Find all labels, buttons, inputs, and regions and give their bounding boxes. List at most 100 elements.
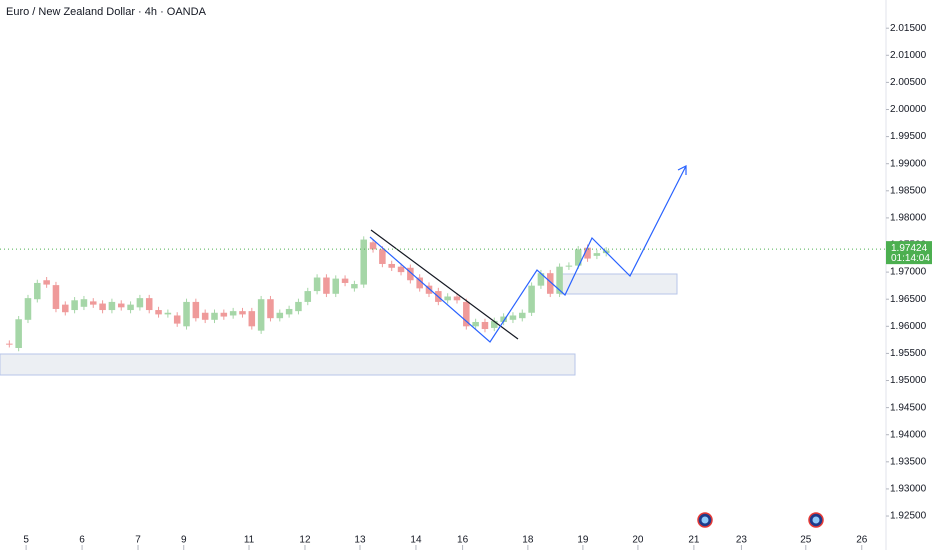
candle-body — [360, 239, 367, 285]
y-tick-label: 1.94500 — [890, 402, 927, 413]
candle-body — [34, 282, 41, 300]
y-tick-label: 2.01500 — [890, 23, 927, 34]
x-tick-label: 7 — [135, 535, 141, 546]
candle-body — [108, 301, 116, 311]
x-tick-label: 11 — [244, 535, 255, 546]
y-tick-label: 1.96000 — [890, 321, 927, 332]
candle-body — [136, 298, 144, 308]
x-tick-label: 20 — [632, 535, 644, 546]
candle-body — [173, 315, 181, 324]
candle-body — [369, 242, 377, 250]
x-tick-label: 26 — [856, 535, 868, 546]
x-tick-label: 21 — [688, 535, 700, 546]
candle-body — [332, 278, 340, 294]
candle-body — [546, 273, 554, 294]
y-tick-label: 1.98500 — [890, 185, 927, 196]
x-tick-label: 25 — [800, 535, 812, 546]
candle-body — [453, 296, 461, 301]
candle-body — [304, 291, 312, 302]
y-tick-label: 1.92500 — [890, 511, 927, 522]
candle-body — [99, 303, 106, 311]
trend-line — [370, 229, 519, 340]
candle-body — [379, 249, 386, 264]
candle-body — [341, 278, 349, 283]
x-tick-label: 23 — [736, 535, 748, 546]
candle-body — [584, 247, 591, 259]
x-tick-label: 13 — [354, 535, 366, 546]
y-tick-label: 1.95000 — [890, 375, 927, 386]
demand-zone — [559, 273, 678, 295]
candle-body — [80, 299, 88, 307]
candle-body — [500, 316, 507, 322]
x-tick-label: 5 — [23, 535, 29, 546]
y-tick-label: 1.99000 — [890, 158, 927, 169]
y-tick-label: 2.01000 — [890, 50, 927, 61]
candle-body — [397, 266, 405, 273]
candle-body — [127, 304, 134, 311]
y-tick-label: 1.98000 — [890, 213, 927, 224]
candle-body — [285, 308, 293, 315]
candle-body — [164, 312, 172, 315]
candle-body — [491, 320, 498, 328]
candle-body — [276, 312, 284, 319]
x-tick-label: 16 — [457, 535, 469, 546]
last-price-label: 1.97424 — [891, 243, 928, 254]
candle-body — [117, 303, 125, 308]
candle-body — [71, 300, 78, 311]
candle-body — [556, 266, 563, 294]
candle-body — [24, 298, 32, 320]
demand-zone — [0, 353, 576, 376]
candle-body — [15, 319, 22, 348]
candle-body — [509, 315, 517, 320]
y-tick-label: 1.94000 — [890, 429, 927, 440]
candle-body — [537, 273, 545, 286]
y-tick-label: 2.00000 — [890, 104, 927, 115]
candle-body — [295, 301, 302, 312]
candle-body — [43, 280, 50, 285]
candle-body — [472, 321, 479, 327]
candle-body — [519, 312, 526, 319]
y-tick-label: 1.97000 — [890, 267, 927, 278]
countdown-label: 01:14:04 — [891, 253, 930, 264]
x-tick-label: 18 — [522, 535, 534, 546]
candle-body — [323, 277, 330, 294]
event-icon — [697, 512, 713, 528]
y-tick-label: 2.00500 — [890, 77, 927, 88]
event-icon — [808, 512, 824, 528]
projection-path — [369, 165, 687, 343]
candle-body — [528, 285, 535, 313]
candle-body — [593, 253, 601, 256]
chart-title: Euro / New Zealand Dollar · 4h · OANDA — [6, 6, 207, 18]
candle-body — [248, 311, 256, 327]
candle-body — [155, 310, 162, 315]
candle-body — [89, 301, 97, 305]
candle-body — [220, 312, 228, 317]
candle-body — [211, 312, 218, 320]
y-tick-label: 1.95500 — [890, 348, 927, 359]
candle-body — [463, 301, 470, 327]
candle-body — [52, 285, 60, 309]
projection-arrowhead — [677, 165, 687, 175]
candle-body — [145, 298, 153, 311]
candle-body — [192, 301, 200, 319]
candle-body — [6, 343, 13, 345]
y-tick-label: 1.93500 — [890, 456, 927, 467]
candle-body — [407, 267, 414, 281]
candle-body — [574, 249, 582, 266]
candle-body — [351, 284, 358, 289]
x-tick-label: 12 — [299, 535, 311, 546]
y-tick-label: 1.96500 — [890, 294, 927, 305]
last-price-box — [886, 241, 932, 265]
candle-body — [201, 312, 209, 320]
x-tick-label: 6 — [79, 535, 85, 546]
candle-body — [62, 304, 69, 313]
candle-body — [425, 285, 433, 294]
candle-body — [229, 311, 237, 316]
candle-body — [388, 263, 395, 268]
candle-body — [481, 321, 489, 330]
candle-body — [183, 301, 190, 327]
x-tick-label: 14 — [410, 535, 422, 546]
y-tick-label: 1.99500 — [890, 131, 927, 142]
candle-body — [267, 299, 274, 319]
